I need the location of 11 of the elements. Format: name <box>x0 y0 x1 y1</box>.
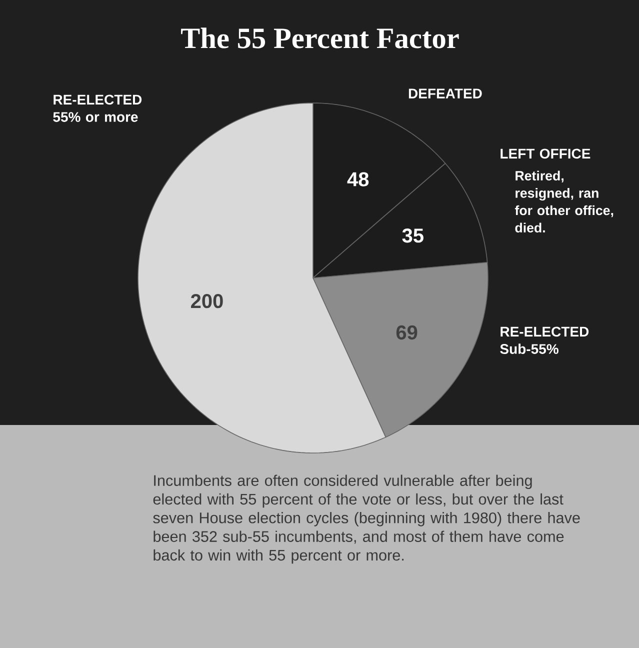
slice-label: RE-ELECTED Sub-55% <box>500 326 589 354</box>
slice-label: LEFT OFFICE <box>500 148 590 159</box>
data-label: 69 <box>396 325 418 340</box>
slice-label: RE-ELECTED 55% or more <box>53 94 142 122</box>
text: Incumbents are often considered vulnerable after being elected with 55 percent of the vote or less, but over the last seven House election cycles (beginning with 1980) there have been 352 sub-55 incumbents, and most of them have come back to win with 55 percent or more. <box>153 474 580 564</box>
chart-title: The 55 Percent Factor <box>181 28 459 48</box>
text: Retired, resigned, ran for other office, died. <box>514 170 614 232</box>
slice-label: DEFEATED <box>408 88 482 98</box>
data-label: 35 <box>402 228 424 243</box>
data-label: 200 <box>191 294 223 308</box>
data-label: 48 <box>347 172 369 186</box>
